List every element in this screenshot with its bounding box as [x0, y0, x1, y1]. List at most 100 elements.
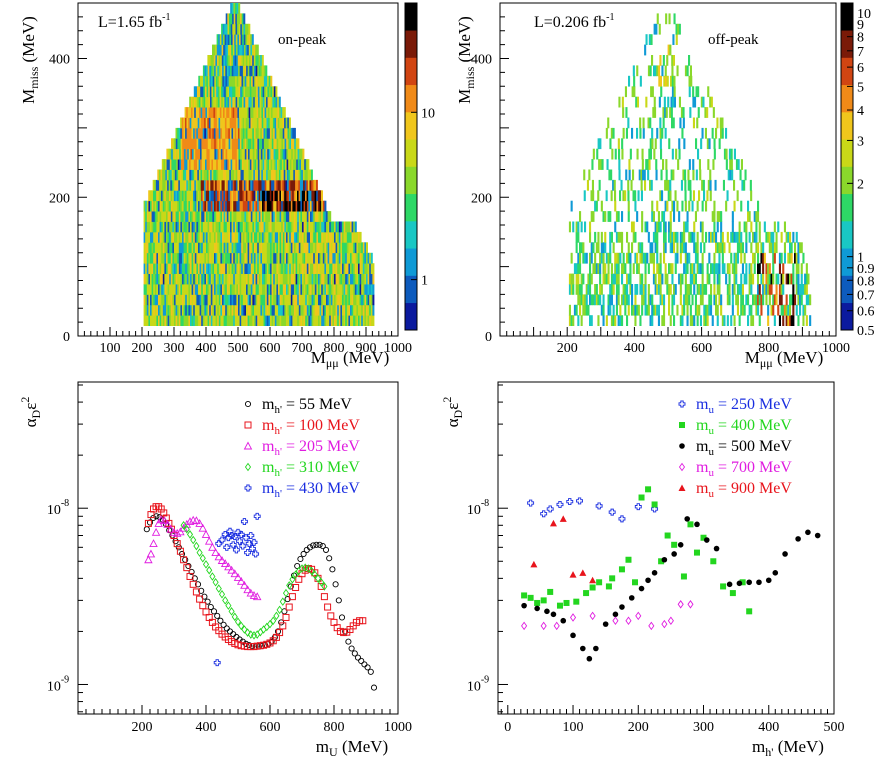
heatmap-cell	[175, 211, 178, 222]
heatmap-cell	[262, 169, 265, 181]
heatmap-cell	[621, 231, 624, 243]
heatmap-cell	[332, 294, 335, 306]
heatmap-cell	[190, 231, 192, 243]
heatmap-cell	[225, 304, 228, 316]
heatmap-cell	[287, 190, 290, 202]
heatmap-cell	[590, 273, 593, 285]
heatmap-cell	[260, 273, 263, 285]
heatmap-cell	[297, 273, 300, 285]
heatmap-cell	[233, 75, 236, 87]
heatmap-cell	[634, 315, 637, 326]
heatmap-cell	[230, 273, 232, 285]
luminosity-annotation: L=0.206 fb-1	[534, 12, 614, 31]
heatmap-cell	[185, 252, 188, 264]
heatmap-cell	[273, 315, 276, 326]
heatmap-cell	[604, 242, 607, 254]
panel-tag: off-peak	[708, 32, 759, 48]
heatmap-cell	[322, 273, 325, 285]
heatmap-cell	[309, 190, 312, 202]
heatmap-cell	[204, 273, 207, 285]
heatmap-cell	[705, 231, 708, 243]
heatmap-cell	[196, 252, 199, 264]
heatmap-cell	[146, 294, 149, 306]
heatmap-cell	[778, 263, 781, 274]
colorbar-tick-label: 5	[857, 80, 864, 95]
heatmap-cell	[639, 127, 642, 139]
heatmap-cell	[701, 284, 704, 295]
heatmap-cell	[359, 252, 362, 264]
heatmap-cell	[568, 284, 571, 295]
heatmap-cell	[174, 148, 177, 160]
heatmap-cell	[276, 273, 279, 285]
heatmap-cell	[191, 107, 193, 118]
heatmap-cell	[575, 273, 578, 285]
heatmap-cell	[260, 294, 263, 306]
heatmap-cell	[750, 190, 753, 202]
heatmap-cell	[280, 107, 283, 118]
heatmap-cell	[241, 211, 244, 222]
heatmap-cell	[310, 294, 312, 306]
heatmap-cell	[303, 231, 306, 243]
heatmap-cell	[738, 315, 741, 326]
heatmap-cell	[244, 127, 247, 139]
heatmap-cell	[609, 138, 612, 150]
heatmap-cell	[194, 231, 197, 243]
heatmap-cell	[627, 273, 630, 285]
heatmap-cell	[182, 148, 185, 160]
heatmap-cell	[204, 294, 207, 306]
colorbar-tick-label: 4	[857, 104, 864, 119]
heatmap-cell	[230, 242, 232, 254]
heatmap-cell	[251, 96, 254, 108]
heatmap-cell	[210, 55, 213, 66]
heatmap-cell	[247, 107, 249, 118]
heatmap-cell	[241, 55, 243, 66]
heatmap-cell	[706, 315, 709, 326]
heatmap-cell	[223, 263, 226, 274]
heatmap-cell	[318, 242, 320, 254]
heatmap-cell	[648, 148, 651, 160]
heatmap-cell	[221, 190, 224, 202]
heatmap-cell	[660, 148, 663, 160]
heatmap-cell	[775, 294, 778, 306]
heatmap-cell	[223, 117, 226, 129]
heatmap-cell	[740, 284, 743, 295]
heatmap-cell	[733, 231, 736, 243]
heatmap-cell	[176, 159, 179, 170]
heatmap-cell	[634, 304, 637, 316]
heatmap-cell	[684, 284, 687, 295]
heatmap-cell	[310, 242, 312, 254]
heatmap-cell	[244, 252, 247, 264]
heatmap-cell	[305, 211, 308, 222]
heatmap-cell	[299, 179, 302, 191]
heatmap-cell	[289, 304, 292, 316]
heatmap-cell	[672, 117, 675, 129]
heatmap-cell	[234, 117, 237, 129]
data-point	[602, 621, 609, 627]
heatmap-cell	[234, 65, 237, 77]
heatmap-cell	[191, 242, 194, 254]
heatmap-cell	[324, 221, 327, 233]
data-point	[144, 555, 153, 564]
heatmap-cell	[233, 273, 236, 285]
data-point	[173, 540, 181, 548]
heatmap-cell	[272, 148, 274, 160]
heatmap-cell	[354, 294, 357, 306]
heatmap-cell	[169, 304, 172, 316]
heatmap-cell	[286, 242, 288, 254]
heatmap-cell	[260, 315, 263, 326]
heatmap-cell	[579, 294, 582, 306]
heatmap-cell	[626, 315, 629, 326]
heatmap-cell	[249, 252, 252, 264]
heatmap-cell	[767, 273, 770, 285]
heatmap-cell	[255, 117, 258, 129]
heatmap-cell	[271, 273, 274, 285]
heatmap-cell	[170, 200, 173, 212]
heatmap-cell	[193, 231, 196, 243]
heatmap-cell	[239, 263, 242, 274]
heatmap-cell	[800, 273, 803, 285]
heatmap-cell	[239, 294, 242, 306]
heatmap-cell	[615, 263, 618, 274]
heatmap-cell	[203, 138, 205, 150]
heatmap-cell	[295, 138, 298, 150]
heatmap-cell	[321, 200, 324, 212]
